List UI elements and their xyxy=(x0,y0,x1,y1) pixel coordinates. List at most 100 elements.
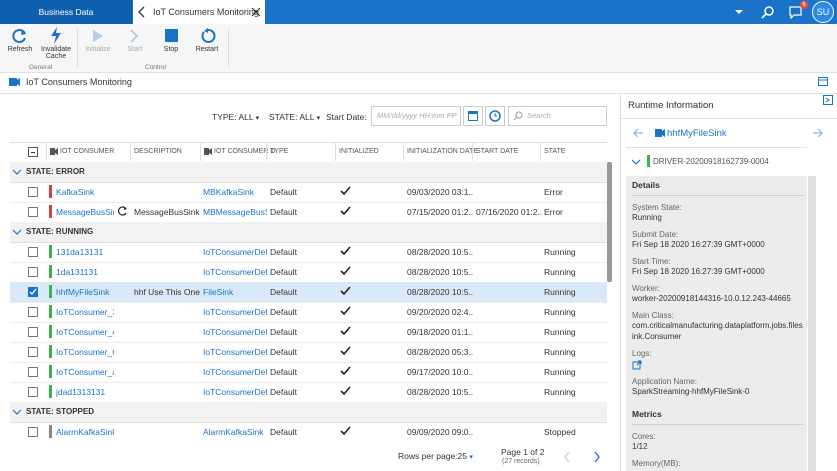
table-row[interactable]: 1da131131 IoTConsumerDefir Default 08/28/20… xyxy=(10,262,607,283)
consumer-name[interactable]: hhfMyFileSink xyxy=(667,128,727,139)
cell-definition[interactable]: FileSink xyxy=(203,287,234,297)
cell-definition[interactable]: IoTConsumerDefir xyxy=(203,267,267,277)
table-row[interactable]: hhfMyFileSink hhf Use This One FileSink Def… xyxy=(10,282,607,303)
cell-name[interactable]: 131da13131 xyxy=(56,247,104,257)
collapse-panel[interactable] xyxy=(823,95,833,105)
column-header[interactable]: IOT CONSUMER D xyxy=(214,148,276,155)
cell-definition[interactable]: IoTConsumerDefir xyxy=(203,327,267,337)
cell-definition[interactable]: MBMessageBusSinke xyxy=(203,207,267,217)
cell-definition[interactable]: MBKafkaSink xyxy=(203,187,255,197)
cell-name[interactable]: IoTConsumer_31 xyxy=(56,307,114,317)
cell-definition[interactable]: IoTConsumerDefir xyxy=(203,247,267,257)
status-marker xyxy=(49,385,52,398)
row-checkbox[interactable] xyxy=(28,287,38,297)
next-item[interactable] xyxy=(812,127,824,139)
calendar-button[interactable] xyxy=(463,106,483,126)
cell-type: Default xyxy=(270,247,297,257)
column-header[interactable]: DESCRIPTION xyxy=(134,148,182,155)
column-header[interactable]: INITIALIZED xyxy=(339,148,379,155)
toolbar-button[interactable]: Invalidate Cache xyxy=(41,46,71,60)
time-button[interactable] xyxy=(485,106,505,126)
separator xyxy=(77,28,78,68)
cell-state: Running xyxy=(544,307,576,317)
prev-page[interactable] xyxy=(563,451,571,463)
tab-active[interactable]: IoT Consumers Monitoring xyxy=(133,0,265,24)
cell-name[interactable]: AlarmKafkaSink xyxy=(56,427,114,437)
table-row[interactable]: IoTConsumer_at IoTConsumerDefir Default 09/… xyxy=(10,362,607,383)
row-checkbox[interactable] xyxy=(28,427,38,437)
rows-per-page[interactable]: Rows per page:25 ▾ xyxy=(398,451,473,461)
row-checkbox[interactable] xyxy=(28,247,38,257)
clock-icon xyxy=(489,110,501,122)
table-row[interactable]: MessageBusSink MessageBusSink...MBMessage… xyxy=(10,202,607,223)
column-icon xyxy=(50,148,58,155)
table-body: STATE: ERROR KafkaSink MBKafkaSink Default 0… xyxy=(10,162,607,442)
toolbar-button[interactable]: Start xyxy=(127,46,143,53)
type-filter[interactable]: TYPE: ALL ▾ xyxy=(212,112,260,122)
group-row[interactable]: STATE: RUNNING xyxy=(10,222,607,243)
cell-name[interactable]: IoTConsumer_4C xyxy=(56,327,114,337)
user-avatar[interactable]: SU xyxy=(812,1,834,23)
cell-definition[interactable]: IoTConsumerDefir xyxy=(203,367,267,377)
column-divider xyxy=(130,143,131,161)
cell-name[interactable]: KafkaSink xyxy=(56,187,95,197)
prev-item[interactable] xyxy=(632,127,644,139)
select-all[interactable] xyxy=(28,147,38,157)
column-header[interactable]: INITIALIZATION DATE xyxy=(407,148,478,155)
table-row[interactable]: KafkaSink MBKafkaSink Default 09/03/2020 03… xyxy=(10,182,607,203)
column-divider xyxy=(403,143,404,161)
row-checkbox[interactable] xyxy=(28,367,38,377)
panel-toggle[interactable] xyxy=(818,77,828,86)
column-header[interactable]: STATE xyxy=(544,148,566,155)
cell-definition[interactable]: IoTConsumerDefir xyxy=(203,307,267,317)
section-title: Details xyxy=(632,180,804,196)
cell-name[interactable]: MessageBusSink xyxy=(56,207,114,217)
close-tab[interactable] xyxy=(251,7,261,17)
group-row[interactable]: STATE: ERROR xyxy=(10,162,607,183)
row-checkbox[interactable] xyxy=(28,207,38,217)
state-filter[interactable]: STATE: ALL ▾ xyxy=(269,112,321,122)
column-header[interactable]: TYPE xyxy=(270,148,289,155)
cell-definition[interactable]: IoTConsumerDefir xyxy=(203,387,267,397)
date-input[interactable]: MM/dd/yyyy HH:mm PP xyxy=(371,106,461,126)
cell-definition[interactable]: AlarmKafkaSink xyxy=(203,427,264,437)
cell-name[interactable]: jdad1313131 xyxy=(56,387,106,397)
row-checkbox[interactable] xyxy=(28,267,38,277)
toolbar-button[interactable]: Initialize xyxy=(85,46,111,53)
row-checkbox[interactable] xyxy=(28,187,38,197)
cell-definition[interactable]: IoTConsumerDefir xyxy=(203,347,267,357)
table-row[interactable]: 131da13131 IoTConsumerDefir Default 08/28/2… xyxy=(10,242,607,263)
next-page[interactable] xyxy=(593,451,601,463)
tab[interactable]: Business Data xyxy=(0,0,132,24)
cell-name[interactable]: IoTConsumer_6t xyxy=(56,347,114,357)
column-header[interactable]: START DATE xyxy=(476,148,519,155)
cell-name[interactable]: IoTConsumer_at xyxy=(56,367,114,377)
cell-name[interactable]: 1da131131 xyxy=(56,267,98,277)
toolbar-button[interactable]: Stop xyxy=(163,46,179,53)
row-checkbox[interactable] xyxy=(28,327,38,337)
table-row[interactable]: IoTConsumer_6t IoTConsumerDefir Default 08/… xyxy=(10,342,607,363)
expand-icon[interactable] xyxy=(631,159,641,166)
back-icon[interactable] xyxy=(137,6,147,18)
toolbar-button[interactable]: Restart xyxy=(195,46,219,53)
toolbar-button[interactable]: Refresh xyxy=(7,46,33,53)
row-checkbox[interactable] xyxy=(28,307,38,317)
row-checkbox[interactable] xyxy=(28,387,38,397)
table-row[interactable]: jdad1313131 IoTConsumerDefir Default 08/28/… xyxy=(10,382,607,403)
cell-init-date: 09/03/2020 03:1... xyxy=(407,187,473,197)
dropdown[interactable] xyxy=(734,8,744,16)
cell-description: hhf Use This One xyxy=(134,287,200,297)
cell-type: Default xyxy=(270,267,297,277)
column-header[interactable]: IOT CONSUMER xyxy=(60,148,115,155)
row-checkbox[interactable] xyxy=(28,347,38,357)
cell-name[interactable]: hhfMyFileSink xyxy=(56,287,110,297)
search-icon[interactable] xyxy=(761,5,775,19)
search-input[interactable]: Search xyxy=(508,106,607,126)
group-row[interactable]: STATE: STOPPED xyxy=(10,402,607,423)
rows-per-page-label: Rows per page:25 xyxy=(398,451,467,461)
column-divider xyxy=(472,143,473,161)
table-row[interactable]: AlarmKafkaSink AlarmKafkaSink Default 09/09… xyxy=(10,422,607,442)
